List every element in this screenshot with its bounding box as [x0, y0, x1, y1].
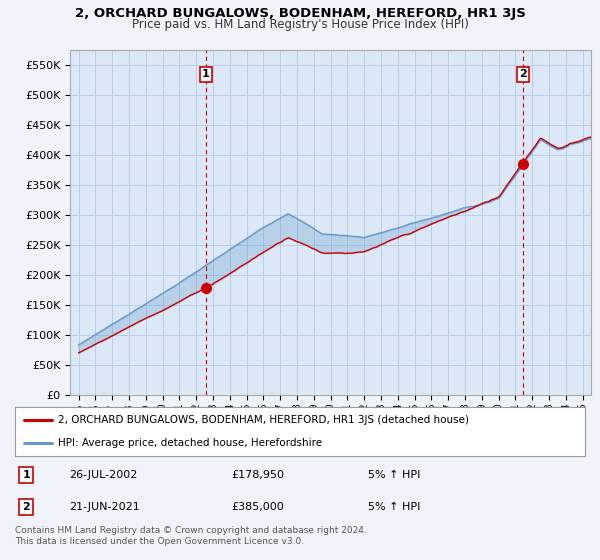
Text: 21-JUN-2021: 21-JUN-2021: [69, 502, 140, 512]
Text: Contains HM Land Registry data © Crown copyright and database right 2024.
This d: Contains HM Land Registry data © Crown c…: [15, 526, 367, 546]
Text: 2: 2: [519, 69, 527, 80]
Text: 1: 1: [23, 470, 30, 480]
Text: £178,950: £178,950: [232, 470, 284, 480]
Text: 26-JUL-2002: 26-JUL-2002: [69, 470, 137, 480]
Text: Price paid vs. HM Land Registry's House Price Index (HPI): Price paid vs. HM Land Registry's House …: [131, 18, 469, 31]
Text: 5% ↑ HPI: 5% ↑ HPI: [368, 470, 421, 480]
Text: 2, ORCHARD BUNGALOWS, BODENHAM, HEREFORD, HR1 3JS (detached house): 2, ORCHARD BUNGALOWS, BODENHAM, HEREFORD…: [58, 416, 469, 426]
Text: 5% ↑ HPI: 5% ↑ HPI: [368, 502, 421, 512]
Text: £385,000: £385,000: [232, 502, 284, 512]
Text: 1: 1: [202, 69, 210, 80]
Text: HPI: Average price, detached house, Herefordshire: HPI: Average price, detached house, Here…: [58, 438, 322, 448]
Text: 2, ORCHARD BUNGALOWS, BODENHAM, HEREFORD, HR1 3JS: 2, ORCHARD BUNGALOWS, BODENHAM, HEREFORD…: [74, 7, 526, 20]
Text: 2: 2: [23, 502, 30, 512]
